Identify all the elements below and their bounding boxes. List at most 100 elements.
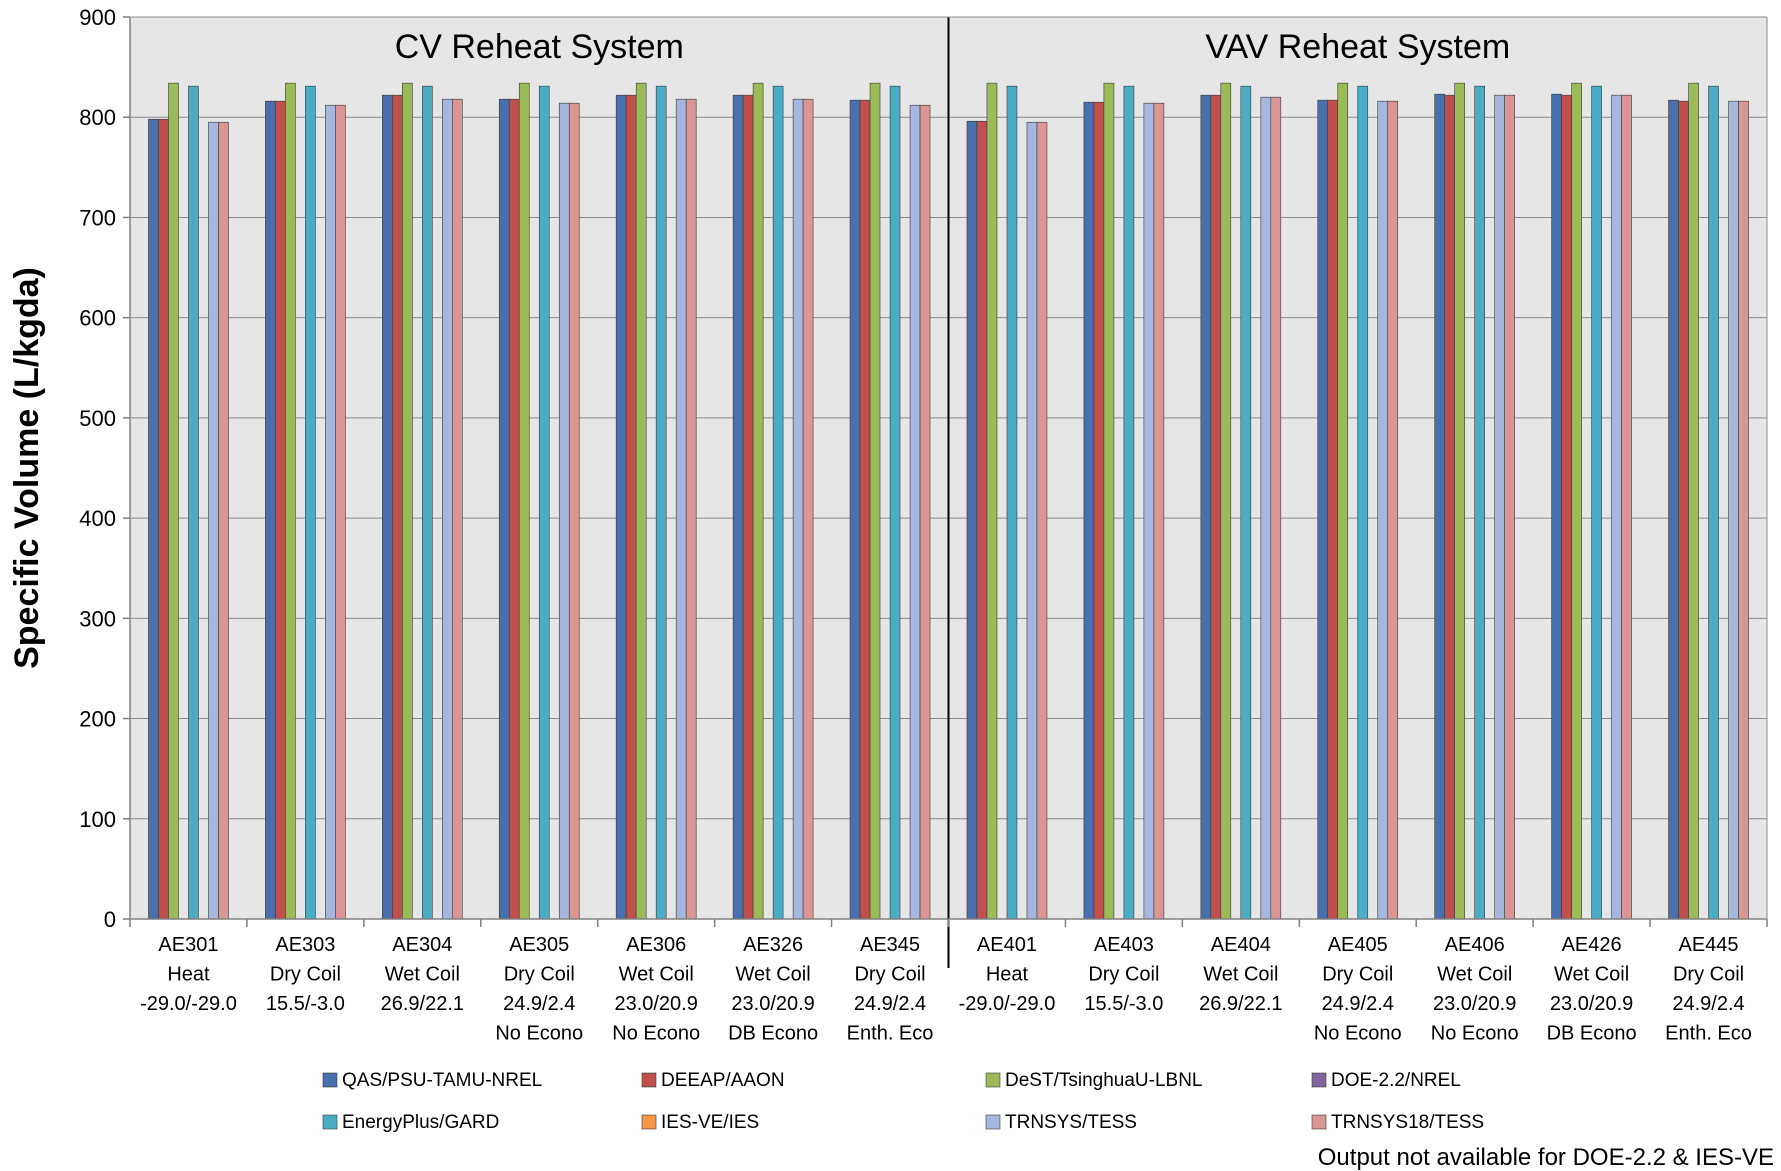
- bar-7-AE401: [1026, 121, 1038, 920]
- bar-8-AE406: [1504, 94, 1515, 920]
- category-label: Dry Coil: [504, 964, 575, 986]
- bar-3-AE304: [402, 82, 413, 920]
- bar-5-AE306: [655, 85, 667, 920]
- bar-2-AE326: [742, 94, 754, 920]
- bar-1-AE405: [1317, 99, 1329, 920]
- category-label: -29.0/-29.0: [140, 993, 237, 1015]
- axes: [129, 16, 1768, 927]
- category-label: 15.5/-3.0: [1084, 993, 1163, 1015]
- y-axis-title: Specific Volume (L/kgda): [8, 267, 46, 669]
- legend: QAS/PSU-TAMU-NREL DEEAP/AAON DeST/Tsinghua…: [322, 1070, 1484, 1133]
- bar-2-AE405: [1327, 99, 1339, 920]
- legend-swatch: [641, 1072, 657, 1088]
- category-label: Wet Coil: [1554, 964, 1629, 986]
- category-label: AE345: [860, 934, 920, 956]
- legend-swatch: [322, 1072, 338, 1088]
- category-label: Dry Coil: [1088, 964, 1159, 986]
- category-label: AE404: [1211, 934, 1271, 956]
- category-label: 24.9/2.4: [1322, 993, 1394, 1015]
- bar-3-AE326: [752, 82, 764, 920]
- bar-3-AE303: [285, 82, 296, 920]
- x-axis-categories: AE301 Heat -29.0/-29.0 AE303 Dry Coil 15.5/-3…: [140, 934, 1752, 1045]
- bar-3-AE405: [1337, 82, 1349, 920]
- bar-7-AE306: [675, 98, 687, 920]
- bar-1-AE305: [498, 98, 510, 920]
- legend-label: DOE-2.2/NREL: [1331, 1070, 1461, 1091]
- category-label: Wet Coil: [385, 964, 460, 986]
- category-label: AE406: [1445, 934, 1505, 956]
- bar-2-AE445: [1678, 100, 1689, 920]
- bar-2-AE426: [1561, 94, 1572, 920]
- category-label: AE403: [1094, 934, 1154, 956]
- bar-7-AE345: [909, 104, 921, 920]
- bar-2-AE301: [158, 118, 169, 920]
- bar-8-AE301: [218, 121, 229, 920]
- category-label: 26.9/22.1: [381, 993, 464, 1015]
- bar-1-AE403: [1083, 101, 1095, 920]
- bar-2-AE403: [1093, 101, 1105, 920]
- bar-7-AE326: [792, 98, 804, 920]
- bar-7-AE426: [1611, 94, 1622, 920]
- bar-3-AE445: [1688, 82, 1699, 920]
- y-tick-label: 200: [79, 707, 116, 732]
- category-label: AE405: [1328, 934, 1388, 956]
- category-label: AE306: [626, 934, 686, 956]
- bar-3-AE426: [1571, 82, 1582, 920]
- bar-2-AE401: [976, 120, 988, 920]
- category-label: Dry Coil: [270, 964, 341, 986]
- legend-swatch: [985, 1114, 1001, 1130]
- category-label: 23.0/20.9: [614, 993, 697, 1015]
- category-label: 23.0/20.9: [731, 993, 814, 1015]
- category-label: No Econo: [1431, 1023, 1519, 1045]
- bar-8-AE305: [568, 102, 580, 920]
- bar-5-AE404: [1240, 85, 1252, 920]
- bar-3-AE403: [1103, 82, 1115, 920]
- category-label: 23.0/20.9: [1433, 993, 1516, 1015]
- category-label: AE305: [509, 934, 569, 956]
- panel-title: VAV Reheat System: [1205, 28, 1510, 66]
- category-label: Dry Coil: [854, 964, 925, 986]
- bar-1-AE326: [732, 94, 744, 920]
- category-label: Wet Coil: [1203, 964, 1278, 986]
- bar-5-AE303: [305, 85, 316, 920]
- category-label: Enth. Eco: [1665, 1023, 1752, 1045]
- legend-label: TRNSYS18/TESS: [1331, 1112, 1484, 1133]
- bar-3-AE401: [986, 82, 998, 920]
- bar-1-AE426: [1551, 93, 1562, 920]
- panel-titles: CV Reheat System VAV Reheat System: [395, 17, 1510, 968]
- bar-1-AE345: [849, 99, 861, 920]
- bar-8-AE303: [335, 104, 346, 920]
- y-axis-ticks: 0 100 200 300 400 500 600 700 800 900: [79, 5, 130, 932]
- category-label: No Econo: [1314, 1023, 1402, 1045]
- legend-label: QAS/PSU-TAMU-NREL: [342, 1070, 542, 1091]
- bar-5-AE345: [889, 85, 901, 920]
- legend-swatch: [322, 1114, 338, 1130]
- panel-title: CV Reheat System: [395, 28, 684, 66]
- y-tick-label: 600: [79, 306, 116, 331]
- y-tick-label: 0: [104, 907, 116, 932]
- bar-3-AE406: [1454, 82, 1465, 920]
- category-label: 23.0/20.9: [1550, 993, 1633, 1015]
- bar-1-AE406: [1434, 93, 1445, 920]
- category-label: 24.9/2.4: [1672, 993, 1744, 1015]
- category-label: Wet Coil: [1437, 964, 1512, 986]
- y-tick-label: 700: [79, 205, 116, 230]
- bar-8-AE306: [685, 98, 697, 920]
- category-label: Dry Coil: [1322, 964, 1393, 986]
- legend-label: IES-VE/IES: [661, 1112, 759, 1133]
- category-label: AE303: [275, 934, 335, 956]
- category-label: AE445: [1679, 934, 1739, 956]
- bar-8-AE304: [452, 98, 463, 920]
- bar-7-AE403: [1143, 102, 1155, 920]
- bar-7-AE405: [1377, 100, 1389, 920]
- bar-8-AE445: [1738, 100, 1749, 920]
- bars: [148, 82, 1749, 920]
- category-label: Wet Coil: [735, 964, 810, 986]
- category-label: 24.9/2.4: [854, 993, 926, 1015]
- bar-7-AE406: [1494, 94, 1505, 920]
- bar-8-AE405: [1387, 100, 1399, 920]
- bar-2-AE345: [859, 99, 871, 920]
- bar-2-AE406: [1444, 94, 1455, 920]
- bar-1-AE304: [382, 94, 393, 920]
